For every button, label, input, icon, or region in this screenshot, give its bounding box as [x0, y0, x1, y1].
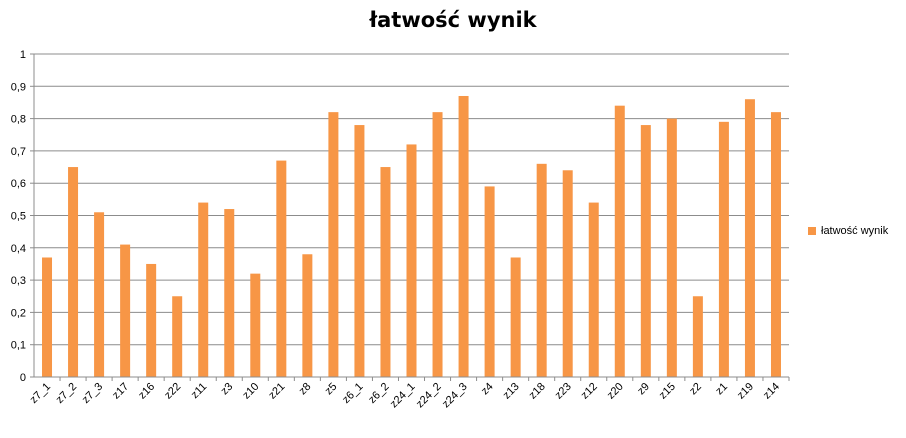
bar-z24_1 — [406, 144, 417, 377]
x-axis: z7_1 z7_2 z7_3 z17 z16 z22 z11 z3 z10 z21 z8 z5 z6_1… — [28, 376, 790, 411]
x-tick-label: z12 — [579, 381, 600, 402]
x-tick-label: z24_2 — [414, 381, 444, 411]
y-tick-label: 0,8 — [11, 114, 26, 126]
bar-z19 — [744, 99, 755, 377]
x-tick-label: z16 — [136, 381, 157, 402]
x-tick-label: z14 — [761, 381, 782, 402]
x-tick-label: z24_3 — [440, 381, 470, 411]
bar-z12 — [588, 202, 599, 377]
x-tick-label: z18 — [527, 381, 548, 402]
x-tick-label: z4 — [479, 381, 496, 398]
bar-z10 — [250, 273, 261, 377]
y-tick-label: 0,6 — [11, 178, 26, 190]
bar-z17 — [120, 244, 131, 377]
legend-swatch — [808, 227, 816, 235]
bar-z24_3 — [458, 95, 469, 378]
bar-z11 — [198, 202, 209, 377]
y-tick-label: 0,3 — [11, 275, 26, 287]
bar-z7_3 — [94, 212, 105, 377]
bar-z5 — [328, 112, 339, 377]
bar-z22 — [172, 296, 183, 377]
bar-z4 — [484, 186, 495, 377]
bar-z20 — [614, 105, 625, 378]
x-tick-label: z5 — [323, 381, 340, 398]
bar-z15 — [666, 118, 677, 377]
bar-z14 — [770, 112, 781, 377]
bars — [42, 95, 781, 378]
bar-z18 — [536, 163, 547, 377]
x-tick-label: z9 — [635, 381, 652, 398]
x-tick-label: z7_3 — [80, 381, 105, 406]
x-tick-label: z6_1 — [340, 381, 365, 406]
y-tick-label: 1 — [20, 49, 26, 61]
bar-z8 — [302, 254, 313, 377]
x-tick-label: z20 — [605, 381, 626, 402]
x-tick-label: z7_1 — [28, 381, 53, 406]
bar-z1 — [718, 121, 729, 377]
bar-z9 — [640, 125, 651, 377]
x-tick-label: z7_2 — [54, 381, 79, 406]
bar-z13 — [510, 257, 521, 377]
y-axis: 0 0,1 0,2 0,3 0,4 0,5 0,6 0,7 0,8 0,9 1 — [11, 49, 35, 384]
x-tick-label: z13 — [501, 381, 522, 402]
x-tick-label: z24_1 — [388, 381, 418, 411]
bar-z21 — [276, 160, 287, 377]
y-tick-label: 0,1 — [11, 340, 26, 352]
x-tick-label: z3 — [219, 381, 236, 398]
legend-label: łatwość wynik — [821, 225, 889, 237]
bar-z7_1 — [42, 257, 53, 377]
x-tick-label: z2 — [687, 381, 704, 398]
bar-z6_2 — [380, 167, 391, 377]
bar-z24_2 — [432, 112, 443, 377]
x-tick-label: z8 — [297, 381, 314, 398]
y-tick-label: 0 — [20, 372, 26, 384]
y-tick-label: 0,5 — [11, 211, 26, 223]
x-tick-label: z11 — [189, 381, 209, 401]
chart-title: łatwość wynik — [369, 8, 537, 32]
bar-z2 — [692, 296, 703, 377]
x-tick-label: z17 — [110, 381, 131, 402]
x-tick-label: z22 — [162, 381, 183, 402]
bar-z6_1 — [354, 125, 365, 377]
x-tick-label: z10 — [240, 381, 261, 402]
bar-z16 — [146, 263, 157, 377]
y-tick-label: 0,7 — [11, 146, 26, 158]
y-tick-label: 0,4 — [11, 243, 26, 255]
legend: łatwość wynik — [808, 225, 888, 237]
x-tick-label: z21 — [266, 381, 287, 402]
bar-z7_2 — [68, 167, 79, 377]
x-tick-label: z19 — [735, 381, 756, 402]
x-tick-label: z15 — [657, 381, 678, 402]
x-tick-label: z23 — [553, 381, 574, 402]
y-tick-label: 0,9 — [11, 81, 26, 93]
bar-z23 — [562, 170, 573, 377]
y-tick-label: 0,2 — [11, 307, 26, 319]
bar-z3 — [224, 209, 235, 377]
x-tick-label: z1 — [713, 381, 730, 398]
